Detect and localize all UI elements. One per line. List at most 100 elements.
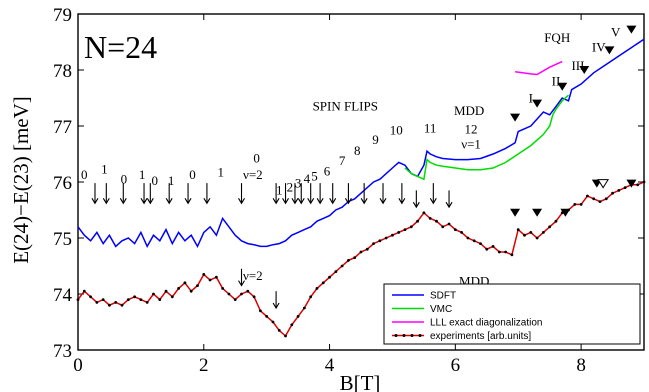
x-tick-label: 0 xyxy=(73,355,83,376)
legend-marker xyxy=(394,334,398,337)
experiment-point xyxy=(573,203,577,206)
legend-label: experiments [arb.units] xyxy=(430,331,531,342)
down-arrow-head xyxy=(184,197,192,205)
experiment-point xyxy=(592,197,596,201)
annotation-label: II xyxy=(552,74,561,89)
annotation-label: SPIN FLIPS xyxy=(313,98,378,113)
y-tick-label: 77 xyxy=(53,117,72,138)
triangle-marker xyxy=(626,25,637,34)
experiment-point xyxy=(623,186,627,190)
legend-marker xyxy=(418,334,422,337)
triangle-marker xyxy=(532,208,543,217)
experiment-point xyxy=(120,303,124,307)
experiment-point xyxy=(196,284,199,287)
triangle-marker xyxy=(579,66,590,74)
experiment-point xyxy=(126,298,130,301)
experiment-point xyxy=(529,231,533,234)
down-arrow-head xyxy=(165,197,173,205)
experiment-point xyxy=(296,315,300,318)
triangle-marker xyxy=(510,113,521,122)
series-line-vmc xyxy=(404,94,569,181)
experiment-point xyxy=(76,298,80,301)
triangle-marker xyxy=(532,99,543,108)
experiment-point xyxy=(636,183,640,187)
spin-flip-number: 1 xyxy=(139,167,146,182)
annotation-label: IV xyxy=(592,40,606,55)
down-arrow-head xyxy=(445,201,453,209)
experiment-point xyxy=(479,242,482,246)
experiment-point xyxy=(447,222,451,226)
down-arrow-head xyxy=(238,280,245,287)
experiment-point xyxy=(164,289,168,293)
experiment-point xyxy=(397,231,401,234)
down-arrow-head xyxy=(238,197,245,205)
down-arrow-head xyxy=(360,197,368,205)
down-arrow-head xyxy=(379,197,387,205)
triangle-marker xyxy=(557,82,568,91)
experiment-point xyxy=(435,219,438,223)
experiment-point xyxy=(114,301,118,304)
experiment-point xyxy=(214,275,218,279)
experiment-point xyxy=(177,287,181,290)
experiment-point xyxy=(523,233,526,237)
experiment-point xyxy=(101,298,105,301)
experiment-point xyxy=(108,303,111,307)
experiment-point xyxy=(340,264,344,268)
annotation-label: V xyxy=(611,24,621,39)
y-tick-label: 74 xyxy=(53,285,73,306)
down-arrow-head xyxy=(102,197,110,205)
y-tick-label: 75 xyxy=(53,229,72,250)
experiment-point xyxy=(252,295,256,299)
experiment-point xyxy=(460,231,464,234)
down-arrow-head xyxy=(398,197,406,205)
down-arrow-head xyxy=(272,197,280,205)
triangle-marker xyxy=(560,208,571,217)
experiment-point xyxy=(321,281,325,285)
spin-flip-number: 12 xyxy=(465,121,478,136)
experiment-point xyxy=(416,219,419,223)
experiment-point xyxy=(391,233,394,237)
experiment-point xyxy=(453,228,457,232)
experiment-point xyxy=(95,301,99,304)
experiment-point xyxy=(208,278,212,282)
experiment-point xyxy=(189,289,193,293)
experiment-point xyxy=(516,228,520,232)
experiment-point xyxy=(384,236,388,240)
x-tick-label: 8 xyxy=(576,355,586,376)
down-arrow-head xyxy=(282,197,290,205)
experiment-point xyxy=(541,231,545,234)
experiment-point xyxy=(309,295,313,299)
experiment-point xyxy=(277,329,281,332)
spin-flip-number: 9 xyxy=(372,132,379,147)
experiment-point xyxy=(378,239,382,243)
experiment-point xyxy=(227,292,231,296)
annotation-label: ν=2 xyxy=(243,268,263,283)
series-line-sdft xyxy=(77,38,645,249)
experiment-point xyxy=(485,247,489,251)
y-tick-label: 79 xyxy=(53,5,72,26)
experiment-point xyxy=(240,292,243,296)
experiment-point xyxy=(466,236,470,240)
spin-flip-number: 3 xyxy=(295,176,302,191)
legend-marker xyxy=(410,334,414,337)
experiment-point xyxy=(611,191,614,195)
experiment-point xyxy=(233,298,237,301)
experiment-point xyxy=(347,259,350,262)
spin-flip-number: 1 xyxy=(168,173,175,188)
experiment-point xyxy=(491,245,495,248)
down-arrow-head xyxy=(297,197,305,205)
down-arrow-head xyxy=(203,197,211,205)
y-axis-label: E(24)−E(23) [meV] xyxy=(9,96,33,264)
spin-flip-number: 0 xyxy=(189,167,196,182)
experiment-point xyxy=(221,287,225,290)
experiment-point xyxy=(586,194,589,198)
experiment-point xyxy=(403,228,407,232)
experiment-point xyxy=(89,295,92,299)
experiment-point xyxy=(579,203,583,206)
triangle-marker xyxy=(626,179,637,188)
triangle-marker xyxy=(604,46,615,55)
experiment-point xyxy=(170,295,174,299)
experiment-point xyxy=(271,320,275,324)
experiment-point xyxy=(202,273,206,276)
